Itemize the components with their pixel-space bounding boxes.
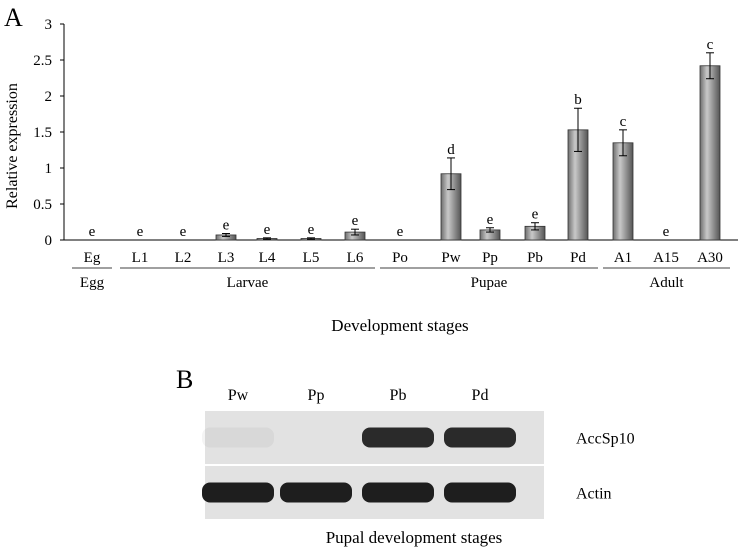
significance-label-L5: e	[308, 222, 315, 238]
bars: e e e e e e e e d e e b c e c	[89, 37, 721, 241]
x-tick-label: A15	[653, 250, 679, 266]
y-tick-label: 2.5	[33, 53, 52, 69]
blot-lane-label: Pd	[472, 387, 489, 404]
significance-label-L1: e	[137, 224, 144, 240]
x-tick-label: A1	[614, 250, 632, 266]
y-tick-label: 0.5	[33, 197, 52, 213]
panel-a-label: A	[4, 3, 23, 32]
y-axis: 0 0.5 1 1.5 2 2.5 3	[33, 17, 64, 249]
blot-x-label: Pupal development stages	[326, 528, 503, 547]
significance-label-A30: c	[707, 37, 714, 53]
significance-label-A15: e	[663, 224, 670, 240]
x-tick-label: L3	[218, 250, 235, 266]
x-tick-label: L4	[259, 250, 276, 266]
blot-band	[202, 482, 274, 503]
significance-label-L2: e	[180, 224, 187, 240]
bar-A1	[612, 142, 634, 241]
x-tick-label: Pd	[570, 250, 586, 266]
significance-label-L3: e	[223, 218, 230, 234]
blot-band	[444, 482, 516, 503]
blot-band	[362, 482, 434, 503]
significance-label-L6: e	[352, 213, 359, 229]
significance-label-L4: e	[264, 222, 271, 238]
blot-row-label: AccSp10	[576, 431, 635, 448]
group-label: Adult	[649, 275, 684, 291]
significance-label-A1: c	[620, 114, 627, 130]
x-tick-label: L2	[175, 250, 192, 266]
blot-lane-label: Pp	[308, 387, 325, 404]
x-tick-label: Eg	[84, 250, 101, 266]
significance-label-Pw: d	[447, 142, 455, 158]
significance-label-Pd: b	[574, 92, 582, 108]
panel-b-label: B	[176, 365, 193, 394]
blot-lane-label: Pb	[390, 387, 407, 404]
blot-band	[202, 427, 274, 448]
stage-groups: Egg Larvae Pupae Adult	[72, 267, 730, 291]
blot-band	[444, 427, 516, 448]
blot-band	[280, 482, 352, 503]
group-label: Pupae	[471, 275, 508, 291]
x-tick-label: Pp	[482, 250, 498, 266]
x-tick-label: A30	[697, 250, 723, 266]
y-axis-label: Relative expression	[4, 83, 21, 209]
bar-A30	[699, 65, 721, 241]
blot-band	[362, 427, 434, 448]
x-tick-label: L6	[347, 250, 364, 266]
x-axis-label: Development stages	[331, 316, 468, 335]
x-tick-label: Pb	[527, 250, 543, 266]
x-tick-label: Pw	[441, 250, 460, 266]
y-tick-label: 2	[45, 89, 53, 105]
y-tick-label: 1.5	[33, 125, 52, 141]
y-tick-label: 3	[45, 17, 53, 33]
y-tick-label: 0	[45, 233, 53, 249]
group-label: Larvae	[227, 275, 269, 291]
significance-label-Pb: e	[532, 207, 539, 223]
y-tick-label: 1	[45, 161, 53, 177]
significance-label-Pp: e	[487, 212, 494, 228]
western-blot: Pw Pp Pb Pd AccSp10 Actin	[202, 387, 635, 519]
x-tick-label: Po	[392, 250, 408, 266]
significance-label-Po: e	[397, 224, 404, 240]
x-tick-label: L5	[303, 250, 320, 266]
group-label: Egg	[80, 275, 105, 291]
significance-label-Eg: e	[89, 224, 96, 240]
blot-lane-label: Pw	[228, 387, 249, 404]
x-axis-tick-labels: Eg L1 L2 L3 L4 L5 L6 Po Pw Pp Pb Pd A1 A15 A30	[84, 250, 723, 266]
x-tick-label: L1	[132, 250, 149, 266]
blot-row-label: Actin	[576, 486, 612, 503]
